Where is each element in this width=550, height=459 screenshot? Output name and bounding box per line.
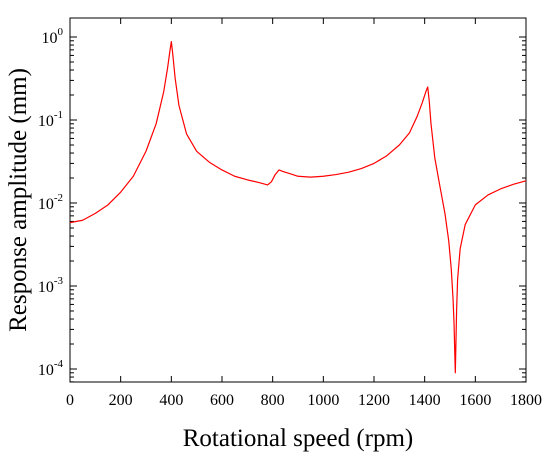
plot-frame — [69, 17, 527, 383]
x-tick-label: 0 — [66, 392, 74, 409]
series-line — [69, 41, 527, 374]
x-tick-label: 1400 — [409, 392, 441, 409]
y-tick-label: 10-2 — [38, 192, 63, 213]
x-tick-label: 400 — [159, 392, 183, 409]
y-tick-label: 100 — [42, 26, 64, 47]
x-axis-title: Rotational speed (rpm) — [183, 425, 414, 452]
x-axis: 0 200 400 600 800 1000 1200 1400 1600 1800 — [66, 18, 542, 409]
x-tick-label: 200 — [109, 392, 133, 409]
y-axis: 100 10-1 10-2 10-3 10-4 — [38, 26, 526, 383]
x-tick-label: 1200 — [358, 392, 390, 409]
series-layer — [69, 41, 527, 374]
y-tick-label: 10-4 — [38, 358, 64, 379]
y-tick-label: 10-1 — [38, 109, 63, 130]
x-tick-label: 1800 — [510, 392, 542, 409]
x-tick-label: 1600 — [459, 392, 491, 409]
y-tick-label: 10-3 — [38, 275, 64, 296]
x-tick-label: 800 — [261, 392, 285, 409]
x-tick-label: 1000 — [307, 392, 339, 409]
x-tick-label: 600 — [210, 392, 234, 409]
y-axis-title: Response amplitude (mm) — [5, 68, 32, 332]
